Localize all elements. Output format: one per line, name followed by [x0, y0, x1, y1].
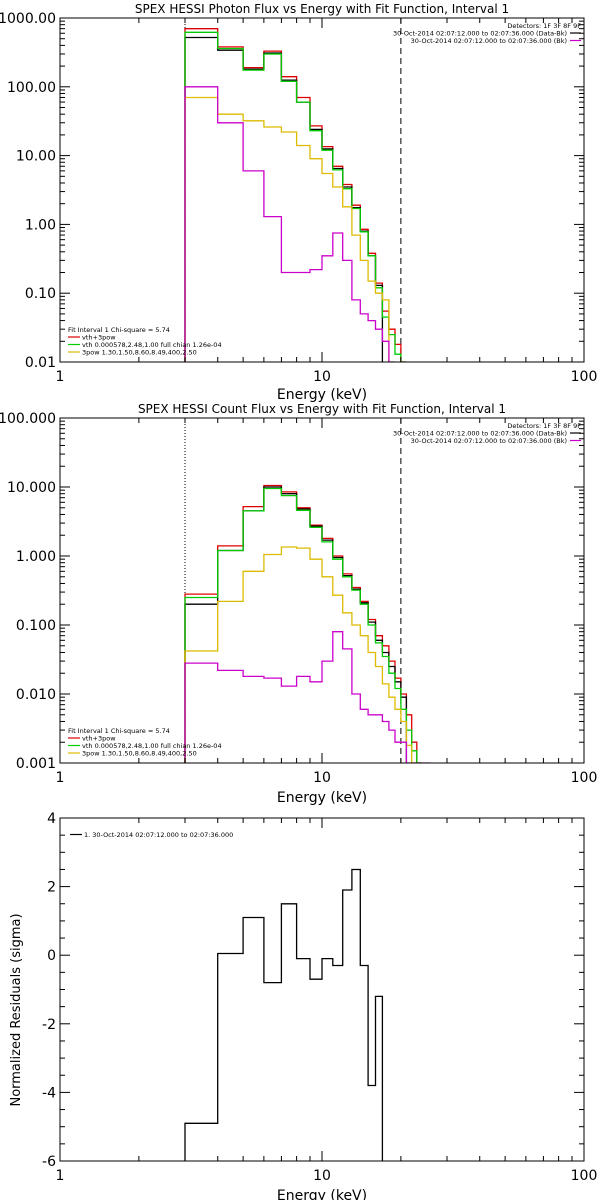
series-3pow — [184, 546, 417, 763]
legend-item-label: vth+3pow — [82, 735, 116, 743]
legend-item-label: 30-Oct-2014 02:07:12.000 to 02:07:36.000… — [411, 437, 567, 445]
legend-item-label: 3pow 1.30,1.50,8.60,8.49,400,2.50 — [82, 349, 197, 357]
y-tick-label: 0.001 — [16, 756, 56, 772]
legend-item-label: 30-Oct-2014 02:07:12.000 to 02:07:36.000… — [393, 430, 567, 438]
y-tick-label: 0.100 — [16, 618, 56, 634]
legend-fit: Fit Interval 1 Chi-square = 5.74vth+3pow… — [68, 727, 222, 758]
legend-item-label: 30-Oct-2014 02:07:12.000 to 02:07:36.000… — [411, 37, 567, 45]
legend-item-label: vth 0.000578,2.48,1.00 full chian 1.26e-… — [82, 341, 222, 349]
x-tick-label: 1 — [56, 369, 65, 385]
y-tick-label: 4 — [47, 811, 56, 827]
x-axis-label: Energy (keV) — [277, 790, 367, 806]
legend-item-label: vth 0.000578,2.48,1.00 full chian 1.26e-… — [82, 742, 222, 750]
legend-header: Detectors: 1F 3F 8F 9F — [507, 422, 581, 430]
y-tick-label: 0.010 — [16, 687, 56, 703]
chart-title: SPEX HESSI Count Flux vs Energy with Fit… — [138, 402, 506, 416]
y-tick-label: -6 — [42, 1154, 56, 1170]
x-tick-label: 100 — [571, 369, 598, 385]
x-tick-label: 100 — [571, 1168, 598, 1184]
y-axis-label: Normalized Residuals (sigma) — [9, 913, 24, 1106]
chart-title: SPEX HESSI Photon Flux vs Energy with Fi… — [135, 2, 509, 16]
photon-flux-chart: SPEX HESSI Photon Flux vs Energy with Fi… — [0, 2, 597, 403]
x-tick-label: 10 — [313, 1168, 331, 1184]
legend-header: Detectors: 1F 3F 8F 9F — [507, 22, 581, 30]
y-tick-label: 0.01 — [25, 355, 56, 371]
x-axis-label: Energy (keV) — [277, 387, 367, 403]
y-tick-label: 1.00 — [25, 217, 56, 233]
x-tick-label: 10 — [313, 369, 331, 385]
x-tick-label: 10 — [313, 770, 331, 786]
x-axis-label: Energy (keV) — [277, 1188, 367, 1200]
series-vth — [184, 31, 407, 362]
x-tick-label: 1 — [56, 770, 65, 786]
legend-header: Fit Interval 1 Chi-square = 5.74 — [68, 326, 170, 334]
y-tick-label: 10.000 — [7, 480, 56, 496]
series-residuals — [184, 868, 384, 1161]
y-tick-label: 10.00 — [16, 149, 56, 165]
y-tick-label: 100.000 — [0, 411, 56, 427]
series-bk — [184, 86, 395, 362]
count-flux-chart: SPEX HESSI Count Flux vs Energy with Fit… — [0, 402, 597, 806]
y-tick-label: 2 — [47, 880, 56, 896]
y-tick-label: 0.10 — [25, 286, 56, 302]
series-bk — [184, 631, 431, 763]
series-3pow — [184, 96, 390, 362]
legend-header: Fit Interval 1 Chi-square = 5.74 — [68, 727, 170, 735]
x-tick-label: 100 — [571, 770, 598, 786]
legend-fit: Fit Interval 1 Chi-square = 5.74vth+3pow… — [68, 326, 222, 357]
y-tick-label: 100.00 — [7, 80, 56, 96]
y-tick-label: -4 — [42, 1085, 56, 1101]
legend-item-label: 30-Oct-2014 02:07:12.000 to 02:07:36.000… — [393, 30, 567, 38]
y-tick-label: 1.000 — [16, 549, 56, 565]
y-tick-label: 0 — [47, 948, 56, 964]
y-tick-label: 1000.00 — [0, 11, 56, 27]
legend-item-label: 1. 30-Oct-2014 02:07:12.000 to 02:07:36.… — [84, 831, 233, 839]
y-tick-label: -2 — [42, 1017, 56, 1033]
legend-residuals: 1. 30-Oct-2014 02:07:12.000 to 02:07:36.… — [70, 831, 233, 839]
x-tick-label: 1 — [56, 1168, 65, 1184]
legend-item-label: 3pow 1.30,1.50,8.60,8.49,400,2.50 — [82, 750, 197, 758]
residuals-chart: 1 10 100 -6 -4 -2 0 2 4 1. 30-Oct-2014 02:07:12.0… — [9, 811, 597, 1200]
legend-item-label: vth+3pow — [82, 334, 116, 342]
